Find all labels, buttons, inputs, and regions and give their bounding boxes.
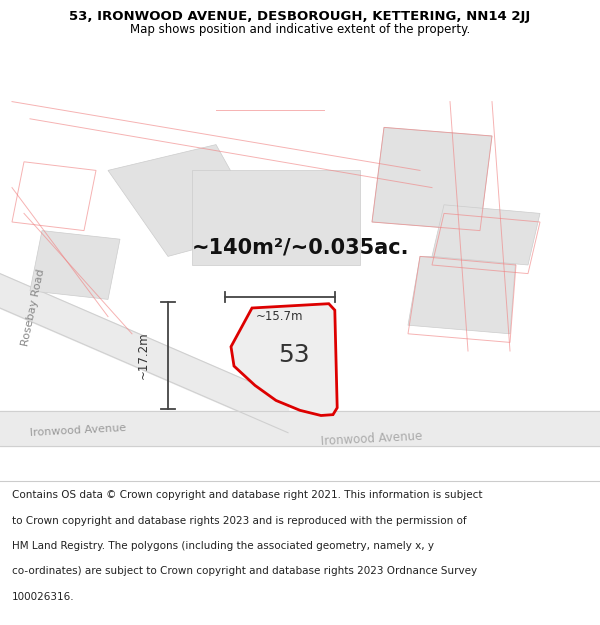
Text: Ironwood Avenue: Ironwood Avenue — [321, 430, 423, 448]
Polygon shape — [432, 205, 540, 265]
Text: Contains OS data © Crown copyright and database right 2021. This information is : Contains OS data © Crown copyright and d… — [12, 490, 482, 500]
Text: ~140m²/~0.035ac.: ~140m²/~0.035ac. — [191, 238, 409, 258]
Text: Ironwood Avenue: Ironwood Avenue — [29, 423, 127, 438]
Text: Map shows position and indicative extent of the property.: Map shows position and indicative extent… — [130, 23, 470, 36]
Polygon shape — [192, 171, 360, 265]
Polygon shape — [372, 127, 492, 231]
Polygon shape — [30, 231, 120, 299]
Text: 53: 53 — [278, 343, 310, 367]
Polygon shape — [231, 304, 337, 416]
Text: ~15.7m: ~15.7m — [256, 310, 304, 323]
Polygon shape — [408, 256, 516, 334]
Polygon shape — [108, 144, 264, 256]
Text: ~17.2m: ~17.2m — [137, 331, 150, 379]
Text: co-ordinates) are subject to Crown copyright and database rights 2023 Ordnance S: co-ordinates) are subject to Crown copyr… — [12, 566, 477, 576]
Text: to Crown copyright and database rights 2023 and is reproduced with the permissio: to Crown copyright and database rights 2… — [12, 516, 467, 526]
Text: 100026316.: 100026316. — [12, 592, 74, 602]
Text: HM Land Registry. The polygons (including the associated geometry, namely x, y: HM Land Registry. The polygons (includin… — [12, 541, 434, 551]
Text: Rosebay Road: Rosebay Road — [20, 269, 46, 348]
Text: 53, IRONWOOD AVENUE, DESBOROUGH, KETTERING, NN14 2JJ: 53, IRONWOOD AVENUE, DESBOROUGH, KETTERI… — [70, 10, 530, 23]
